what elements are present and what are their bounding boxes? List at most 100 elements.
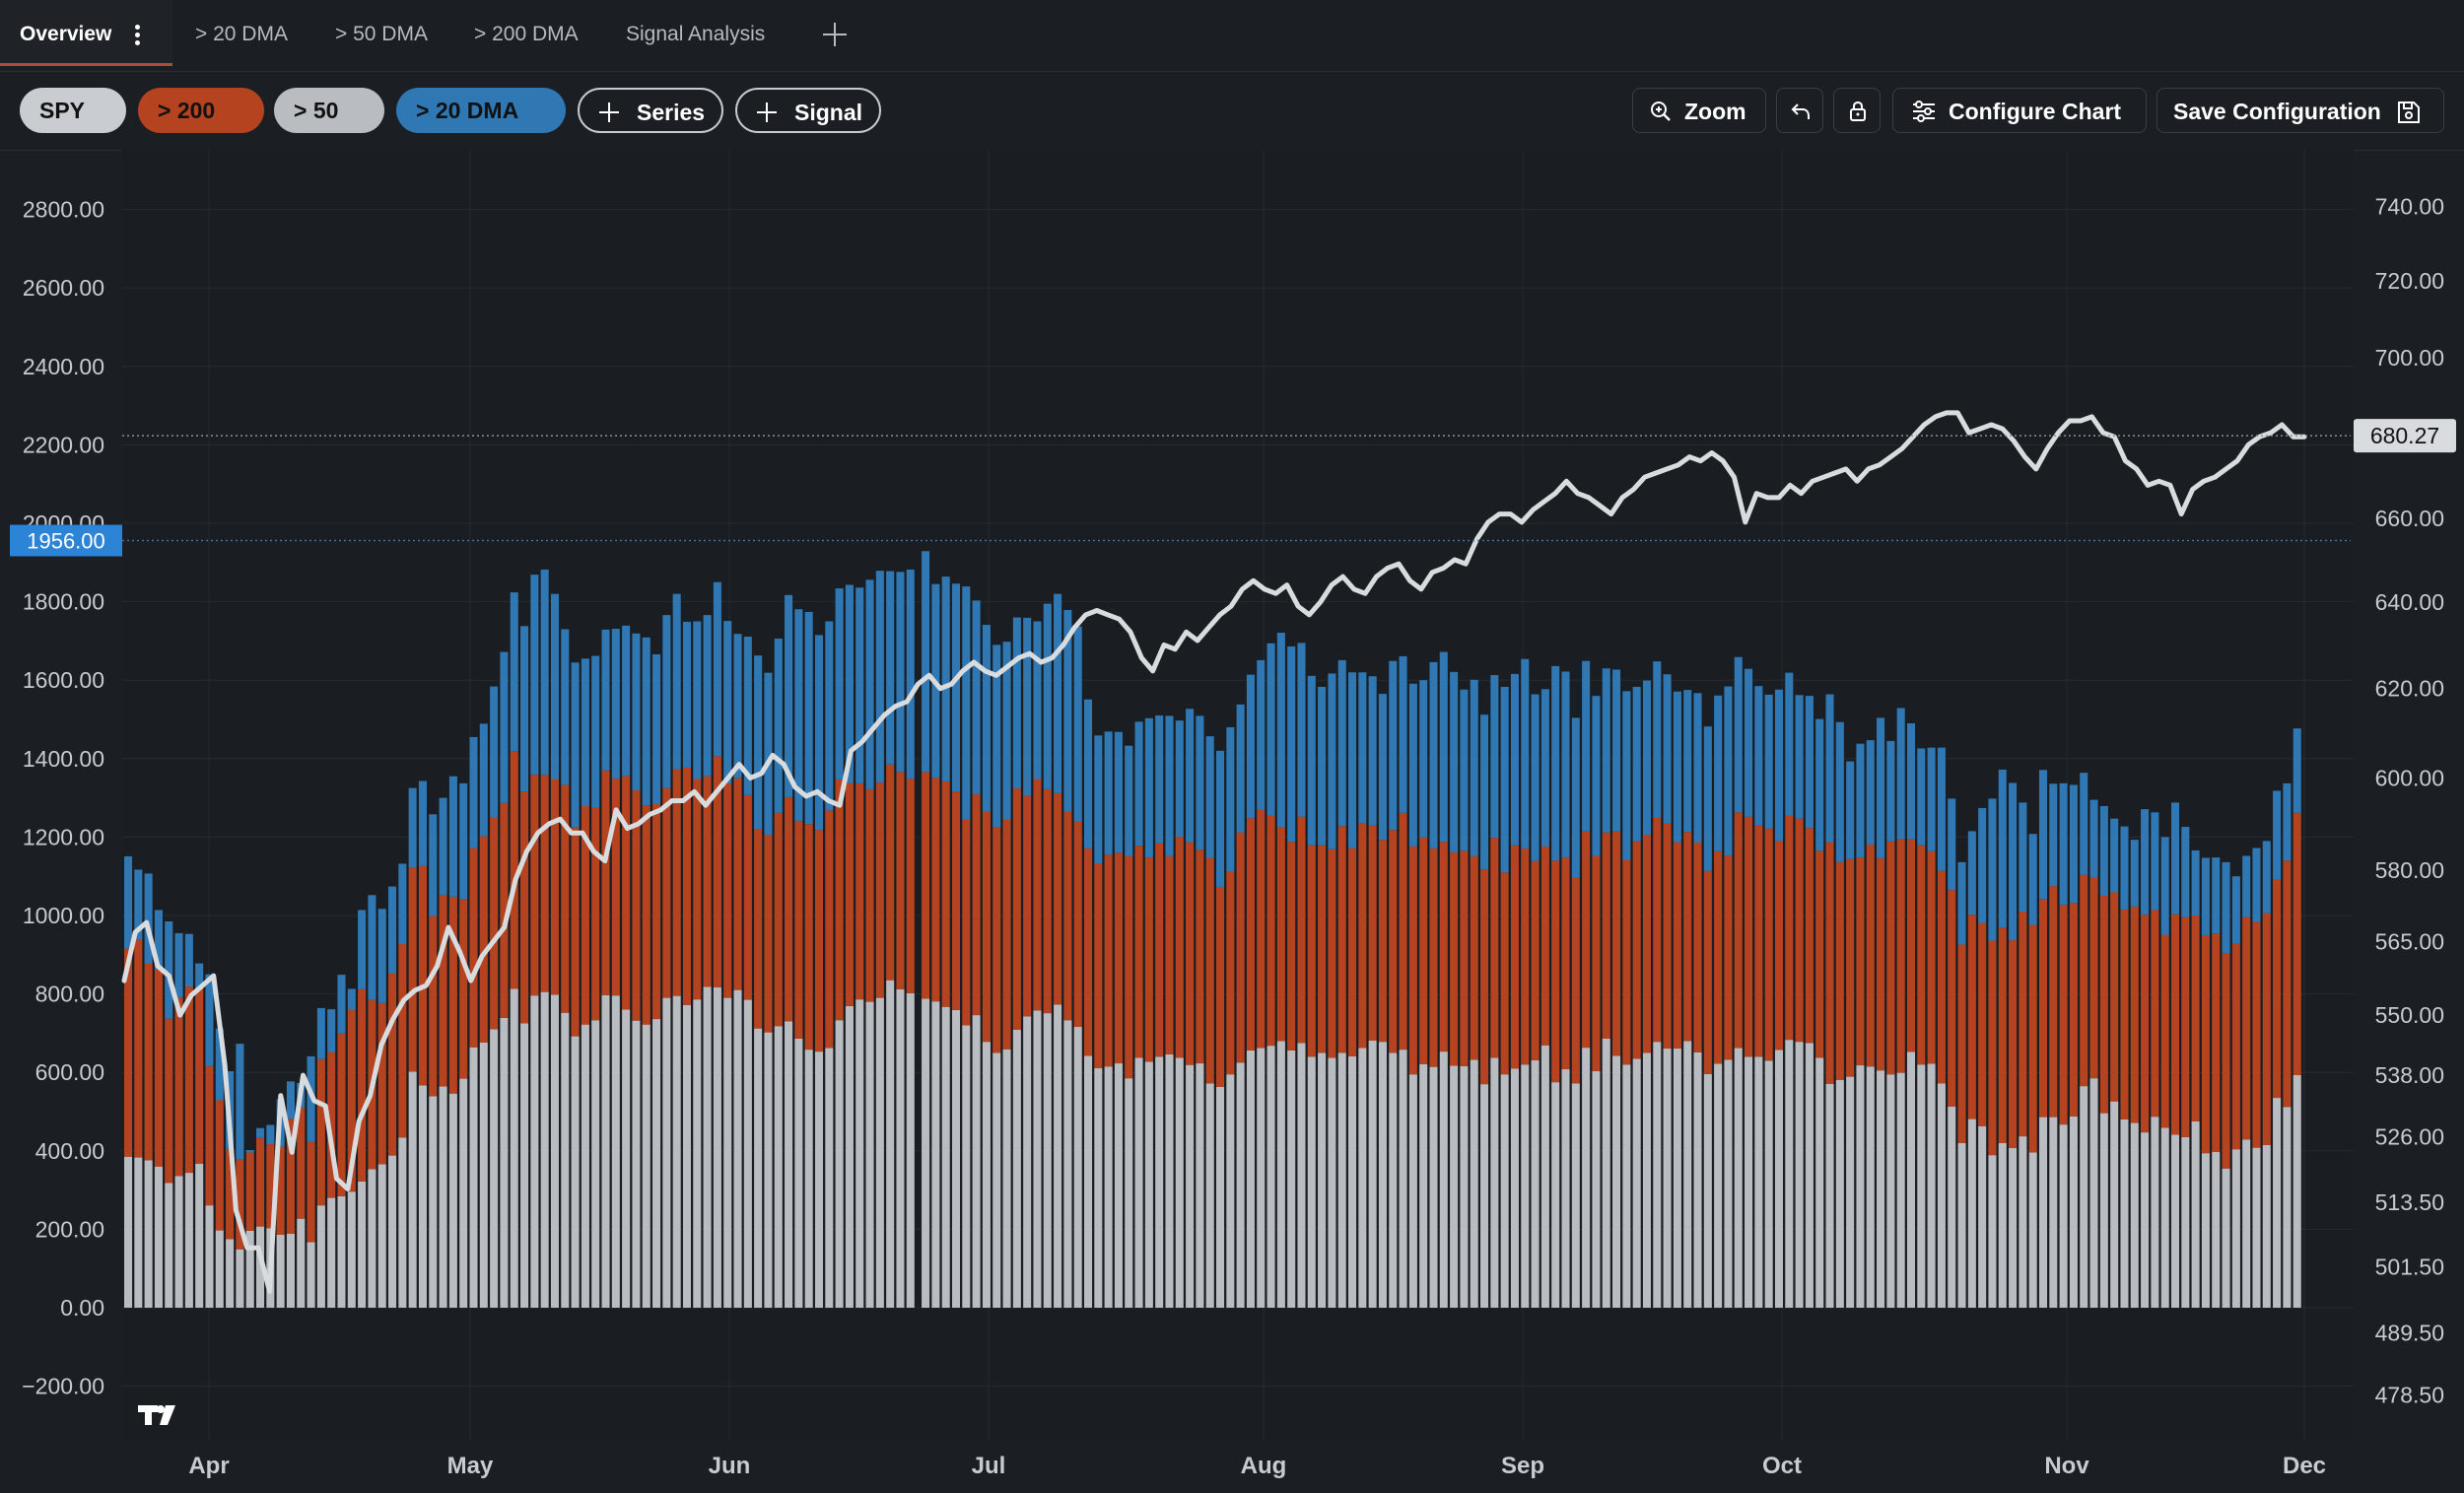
bar-above-200 [530, 775, 539, 996]
bar-above-50 [1774, 1050, 1784, 1308]
bar-above-200 [1196, 849, 1204, 1064]
bar-above-50 [764, 1032, 773, 1308]
bar-above-20-dma [992, 645, 1001, 828]
bar-above-50 [1002, 1049, 1011, 1308]
tab-20-dma[interactable]: > 20 DMA [195, 23, 288, 45]
bar-above-200 [931, 778, 940, 1002]
bar-above-200 [1835, 861, 1844, 1080]
left-axis-tick: 2800.00 [23, 197, 104, 223]
bar-above-50 [1602, 1038, 1610, 1308]
bar-above-20-dma [754, 655, 763, 830]
bar-above-200 [184, 986, 193, 1174]
right-axis-tick: 640.00 [2375, 589, 2444, 615]
tab-200-dma[interactable]: > 200 DMA [474, 23, 579, 45]
bar-above-50 [1480, 1084, 1489, 1308]
bar-above-200 [1937, 870, 1946, 1084]
series-pill-spy[interactable]: SPY [20, 88, 126, 133]
bar-above-20-dma [1582, 660, 1591, 832]
bar-above-200 [2120, 910, 2129, 1120]
bar-above-200 [490, 817, 499, 1030]
add-series-button[interactable]: Series [578, 88, 723, 133]
bar-above-200 [2069, 903, 2078, 1117]
bar-above-200 [886, 764, 895, 981]
bar-above-20-dma [785, 594, 793, 797]
undo-button[interactable] [1776, 88, 1823, 133]
right-axis-tick: 550.00 [2375, 1002, 2444, 1028]
bar-above-20-dma [1297, 643, 1306, 817]
bar-above-200 [1114, 852, 1123, 1064]
bar-above-50 [982, 1042, 991, 1308]
bar-above-50 [1510, 1068, 1519, 1308]
bar-above-20-dma [2283, 782, 2292, 861]
bar-above-50 [1063, 1020, 1072, 1308]
bar-above-20-dma [733, 634, 742, 779]
series-pill-above-50[interactable]: > 50 [274, 88, 384, 133]
bar-above-200 [1408, 846, 1417, 1075]
bar-above-200 [865, 788, 874, 1002]
add-tab-icon[interactable] [814, 14, 856, 55]
bar-above-20-dma [825, 621, 834, 811]
kebab-menu-icon[interactable] [135, 22, 141, 48]
bar-above-20-dma [1043, 603, 1052, 789]
bar-above-20-dma [1033, 621, 1042, 780]
add-signal-button[interactable]: Signal [735, 88, 881, 133]
tab-signal-analysis[interactable]: Signal Analysis [626, 23, 766, 45]
bar-above-200 [2191, 916, 2200, 1121]
bar-above-20-dma [1307, 675, 1316, 846]
configure-chart-button[interactable]: Configure Chart [1892, 88, 2147, 133]
left-axis-tick: 600.00 [35, 1059, 104, 1085]
breadth-chart[interactable]: 2800.002600.002400.002200.002000.001800.… [0, 150, 2464, 1493]
bar-above-50 [500, 1017, 509, 1308]
bar-above-50 [1592, 1071, 1601, 1308]
bar-above-200 [1186, 842, 1195, 1065]
bar-above-50 [2262, 1144, 2271, 1308]
bar-above-50 [1348, 1055, 1357, 1308]
bar-above-20-dma [1866, 740, 1875, 845]
bar-above-20-dma [1978, 807, 1987, 923]
bar-above-50 [1846, 1076, 1855, 1308]
bar-above-20-dma [2130, 840, 2139, 907]
add-series-label: Series [637, 100, 706, 125]
tab-50-dma[interactable]: > 50 DMA [335, 23, 428, 45]
save-configuration-button[interactable]: Save Configuration [2156, 88, 2444, 133]
bar-above-20-dma [922, 551, 930, 773]
bar-above-50 [632, 1020, 641, 1308]
bar-above-200 [1297, 816, 1306, 1044]
bar-above-200 [174, 996, 183, 1177]
right-axis-tick: 501.50 [2375, 1254, 2444, 1279]
bar-above-200 [2181, 916, 2190, 1137]
lock-button[interactable] [1833, 88, 1881, 133]
bar-above-50 [642, 1024, 650, 1308]
bar-above-50 [992, 1052, 1001, 1308]
bar-above-200 [1927, 850, 1936, 1064]
tradingview-logo [138, 1405, 175, 1425]
bar-above-20-dma [906, 569, 915, 780]
bar-above-20-dma [2293, 728, 2301, 813]
bar-above-20-dma [1917, 748, 1926, 846]
bar-above-200 [1063, 811, 1072, 1021]
bar-above-20-dma [2038, 770, 2048, 900]
series-pill-above-200[interactable]: > 200 [138, 88, 264, 133]
bar-above-20-dma [398, 863, 407, 945]
bar-above-50 [1785, 1040, 1794, 1308]
bar-above-20-dma [368, 895, 376, 1000]
add-signal-label: Signal [794, 100, 863, 125]
bar-above-200 [2110, 892, 2119, 1102]
bar-above-200 [1856, 857, 1865, 1066]
bar-above-50 [2283, 1107, 2292, 1308]
bar-above-50 [479, 1042, 488, 1308]
zoom-button[interactable]: Zoom [1632, 88, 1766, 133]
bar-above-200 [693, 779, 702, 1000]
series-pill-above-20-dma[interactable]: > 20 DMA [396, 88, 566, 133]
bar-above-20-dma [1927, 747, 1936, 851]
bar-above-50 [1450, 1065, 1459, 1308]
bar-above-20-dma [1724, 686, 1733, 856]
bar-above-200 [1877, 857, 1885, 1071]
left-axis-tick: 800.00 [35, 982, 104, 1007]
bar-above-200 [2160, 934, 2169, 1128]
bar-above-50 [1307, 1056, 1316, 1308]
bar-above-20-dma [1104, 731, 1113, 855]
bar-above-50 [1612, 1055, 1621, 1308]
tab-overview[interactable]: Overview [0, 0, 172, 66]
bar-above-20-dma [1906, 722, 1916, 840]
